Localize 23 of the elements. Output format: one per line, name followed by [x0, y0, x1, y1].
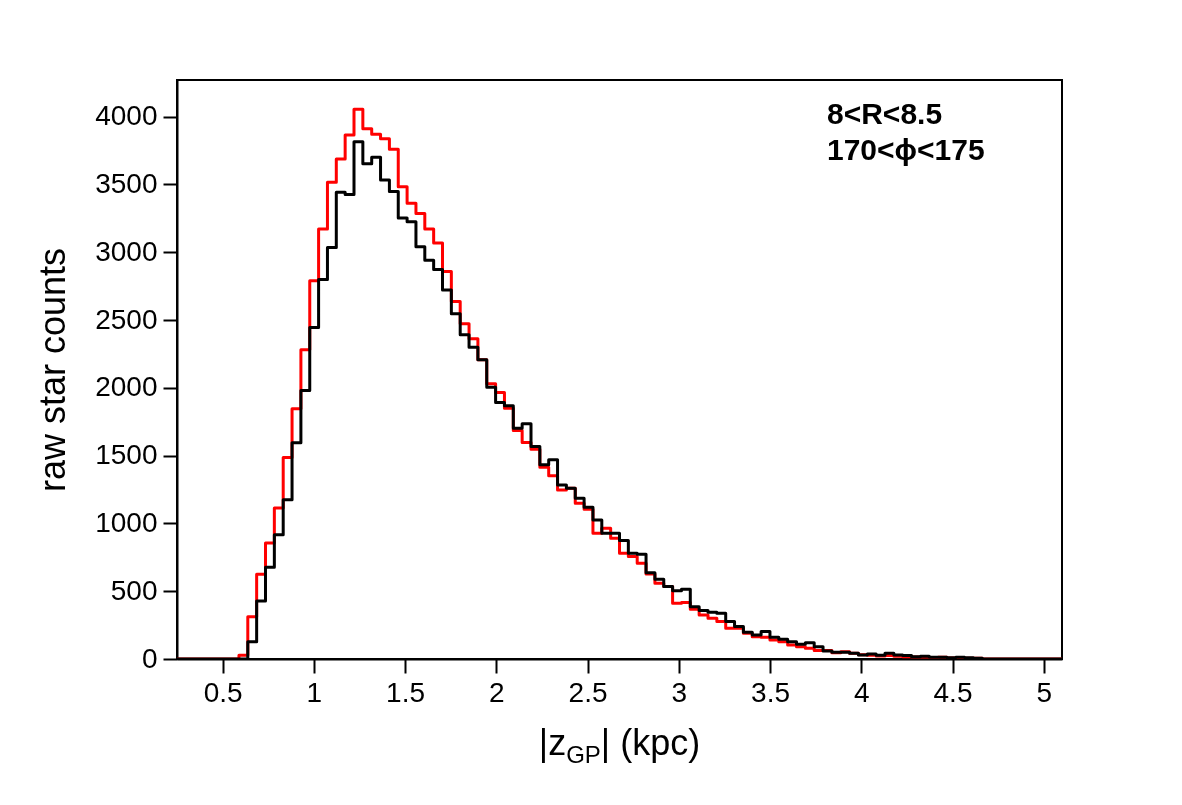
x-tick-label: 2: [489, 676, 505, 708]
annotation: 170<ϕ<175: [827, 133, 985, 166]
y-tick-label: 500: [110, 574, 158, 606]
y-axis-title: raw star counts: [32, 247, 74, 493]
x-tick-label: 1: [306, 676, 323, 708]
y-tick-label: 2500: [95, 303, 158, 335]
annotation: 8<R<8.5: [827, 97, 943, 130]
y-tick-label: 0: [141, 642, 158, 674]
x-tick-label: 4.5: [933, 676, 973, 708]
y-tick-label: 3000: [95, 235, 158, 267]
y-tick-label: 4000: [95, 100, 158, 132]
x-tick-label: 5: [1036, 676, 1053, 708]
x-tick-label: 4: [853, 676, 870, 708]
x-tick-label: 3.5: [751, 676, 791, 708]
y-tick-label: 1000: [95, 506, 158, 538]
x-tick-label: 1.5: [386, 676, 426, 708]
x-tick-label: 3: [671, 676, 688, 708]
y-tick-label: 1500: [95, 439, 158, 471]
x-tick-label: 2.5: [568, 676, 608, 708]
y-tick-label: 3500: [95, 167, 158, 199]
x-axis-title: |z$_{GP}$| (kpc): [537, 722, 702, 770]
x-tick-label: 0.5: [203, 676, 243, 708]
y-tick-label: 2000: [95, 371, 158, 403]
